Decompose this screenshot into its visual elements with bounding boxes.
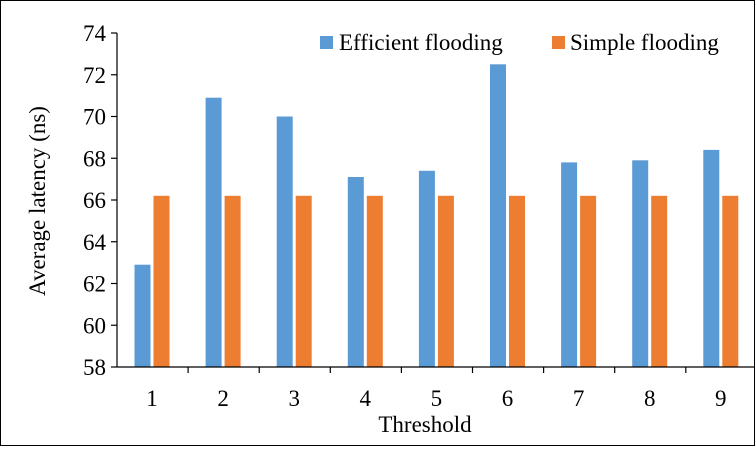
y-tick-label: 72 — [83, 63, 106, 88]
y-tick-label: 68 — [83, 146, 106, 171]
y-tick-label: 60 — [83, 313, 106, 338]
y-ticks: 58 60 62 64 66 68 70 72 74 — [83, 21, 117, 380]
x-tick-label: 2 — [217, 386, 229, 411]
bar-efficient-9 — [703, 149, 720, 367]
bar-efficient-7 — [561, 162, 578, 367]
legend-swatch-efficient — [320, 36, 333, 49]
bar-efficient-5 — [418, 170, 435, 367]
legend-label-simple: Simple flooding — [570, 30, 719, 55]
bar-simple-1 — [153, 195, 170, 367]
bar-efficient-3 — [276, 116, 293, 367]
x-tick-label: 7 — [573, 386, 585, 411]
bar-efficient-1 — [134, 264, 151, 367]
y-tick-label: 62 — [83, 272, 106, 297]
bar-simple-5 — [437, 195, 454, 367]
bars-layer — [134, 64, 739, 368]
bar-simple-3 — [295, 195, 312, 367]
bar-simple-9 — [722, 195, 739, 367]
x-tick-label: 9 — [715, 386, 727, 411]
y-tick-label: 70 — [83, 105, 106, 130]
legend: Efficient flooding Simple flooding — [320, 30, 719, 55]
y-tick-label: 64 — [83, 230, 107, 255]
x-ticks: 1 2 3 4 5 6 7 8 9 — [146, 367, 727, 411]
bar-simple-6 — [509, 195, 525, 367]
bar-simple-2 — [224, 195, 241, 367]
bar-efficient-8 — [632, 160, 649, 367]
x-axis-label: Threshold — [378, 412, 472, 437]
x-tick-label: 4 — [360, 386, 372, 411]
y-tick-label: 66 — [83, 188, 106, 213]
x-tick-label: 8 — [644, 386, 656, 411]
bar-simple-7 — [580, 195, 597, 367]
legend-label-efficient: Efficient flooding — [339, 30, 503, 55]
bar-simple-4 — [366, 195, 383, 367]
y-axis-label: Average latency (ns) — [25, 106, 50, 296]
y-tick-label: 74 — [83, 21, 107, 46]
bar-efficient-2 — [205, 97, 222, 367]
legend-swatch-simple — [552, 36, 565, 49]
x-tick-label: 5 — [431, 386, 443, 411]
x-tick-label: 1 — [146, 386, 158, 411]
bar-efficient-6 — [490, 64, 506, 368]
x-tick-label: 3 — [288, 386, 300, 411]
bar-efficient-4 — [347, 177, 364, 367]
y-tick-label: 58 — [83, 355, 106, 380]
x-tick-label: 6 — [502, 386, 514, 411]
bar-simple-8 — [651, 195, 668, 367]
